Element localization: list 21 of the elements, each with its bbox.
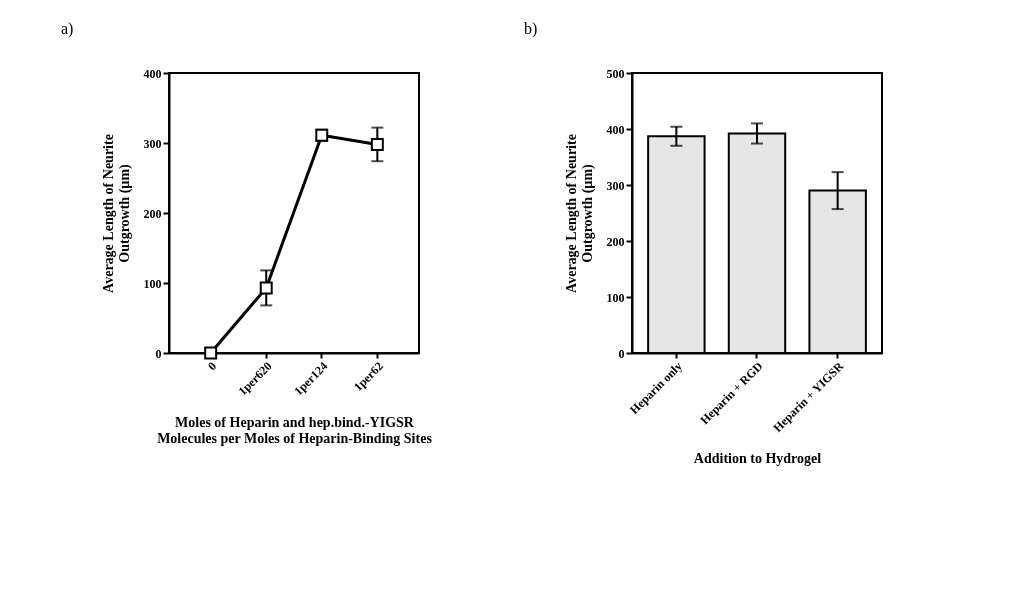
- y-tick-label: 0: [155, 346, 162, 361]
- y-tick-label: 200: [143, 206, 162, 221]
- y-axis-title: Average Length of Neurite Outgrowth (µm): [563, 134, 596, 293]
- y-tick-label: 100: [606, 290, 625, 305]
- y-tick-label: 400: [606, 122, 625, 137]
- y-tick-label: 0: [618, 346, 625, 361]
- y-tick-label: 400: [143, 66, 162, 81]
- point: [370, 137, 384, 151]
- y-tick-label: 100: [143, 276, 162, 291]
- y-axis-title: Average Length of Neurite Outgrowth (µm): [100, 134, 133, 293]
- x-axis-title: Moles of Heparin and hep.bind.-YIGSR Molecules per Moles of Heparin-Binding Sites: [157, 414, 433, 446]
- y-tick-label: 300: [606, 178, 625, 193]
- point: [204, 346, 218, 360]
- chart-title: a): [61, 20, 74, 38]
- x-tick-label: 0: [205, 359, 220, 374]
- y-tick-label: 500: [606, 66, 625, 81]
- point: [259, 281, 273, 295]
- x-axis-title: Addition to Hydrogel: [693, 451, 822, 467]
- chart-title: b): [524, 20, 538, 38]
- y-tick-label: 200: [606, 234, 625, 249]
- y-tick-label: 300: [143, 136, 162, 151]
